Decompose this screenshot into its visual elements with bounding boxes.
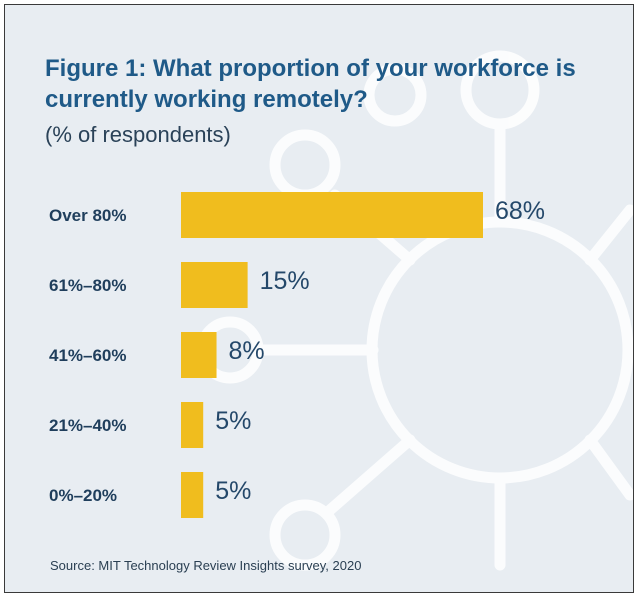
bar [181,402,204,448]
bar [181,192,483,238]
bar [181,472,204,518]
category-label: 61%–80% [49,276,127,295]
bar [181,262,248,308]
category-label: 21%–40% [49,416,127,435]
data-label: 8% [229,337,265,365]
bar-chart: Over 80% 68% 61%–80% 15% 41%–60% 8% 21%–40% 5% 0… [49,192,545,518]
chart-subtitle: (% of respondents) [45,122,231,147]
category-label: 41%–60% [49,346,127,365]
category-label: Over 80% [49,206,127,225]
data-label: 68% [495,197,545,225]
chart-title: Figure 1: What proportion of your workfo… [45,55,576,113]
bar [181,332,217,378]
category-label: 0%–20% [49,486,117,505]
data-label: 5% [215,477,251,505]
source-note: Source: MIT Technology Review Insights s… [50,558,362,573]
data-label: 5% [215,407,251,435]
data-label: 15% [260,267,310,295]
chart-frame: Figure 1: What proportion of your workfo… [4,4,634,593]
